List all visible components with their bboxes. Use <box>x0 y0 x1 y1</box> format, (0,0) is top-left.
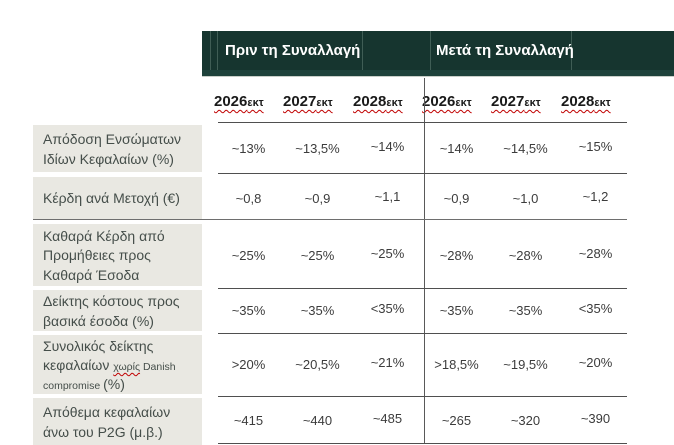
header-separator <box>362 31 363 77</box>
year-header-after-2026: 2026εκτ <box>422 93 472 110</box>
cell: ~320 <box>510 413 541 428</box>
table-header-bar: Πριν τη Συναλλαγή Μετά τη Συναλλαγή <box>202 31 674 77</box>
section-rule <box>33 219 627 220</box>
cell: ~0,8 <box>235 191 262 206</box>
cell: ~28% <box>439 248 474 263</box>
cell: ~14% <box>439 141 474 156</box>
cell: ~25% <box>370 246 405 261</box>
cell: ~485 <box>372 411 403 426</box>
row-rule <box>218 443 627 444</box>
year-header-before-2027: 2027εκτ <box>283 93 333 110</box>
cell: <35% <box>370 301 405 316</box>
cell: ~440 <box>302 413 333 428</box>
cell: ~13,5% <box>295 141 340 156</box>
cell: ~20% <box>578 355 613 370</box>
row-rule <box>218 173 627 174</box>
cell: ~415 <box>233 413 264 428</box>
cell: ~25% <box>300 248 335 263</box>
cell: ~25% <box>231 248 266 263</box>
cell: ~15% <box>578 139 613 154</box>
header-separator <box>430 31 431 77</box>
year-header-before-2028: 2028εκτ <box>353 93 403 110</box>
cell: ~13% <box>231 141 266 156</box>
before-after-divider <box>424 78 425 444</box>
row-label-net-fee-income: Καθαρά Κέρδη από Προμήθειες προς Καθαρά … <box>33 224 202 286</box>
header-bottom-strip <box>202 70 674 77</box>
cell: ~35% <box>508 303 543 318</box>
cell: <35% <box>578 301 613 316</box>
row-label-capital-buffer-p2g: Απόθεμα κεφαλαίων άνω του P2G (μ.β.) <box>33 398 202 445</box>
header-separator <box>210 31 211 77</box>
cell: >18,5% <box>434 357 479 372</box>
header-separator <box>571 31 572 77</box>
cell: >20% <box>231 357 266 372</box>
row-rule <box>218 333 627 334</box>
cell: ~0,9 <box>304 191 331 206</box>
cell: ~390 <box>580 411 611 426</box>
cell: ~14% <box>370 139 405 154</box>
cell: ~1,2 <box>582 189 609 204</box>
cell: ~21% <box>370 355 405 370</box>
row-rule <box>218 396 627 397</box>
row-label-cost-income-ratio: Δείκτης κόστους προς βασικά έσοδα (%) <box>33 290 202 331</box>
after-transaction-header: Μετά τη Συναλλαγή <box>436 42 574 59</box>
cell: ~35% <box>231 303 266 318</box>
cell: ~19,5% <box>503 357 548 372</box>
cell: ~0,9 <box>443 191 470 206</box>
misspelled-word: χωρίς <box>113 360 141 373</box>
cell: ~28% <box>508 248 543 263</box>
cell: ~265 <box>441 413 472 428</box>
cell: ~28% <box>578 246 613 261</box>
year-header-after-2027: 2027εκτ <box>491 93 541 110</box>
cell: ~35% <box>300 303 335 318</box>
row-rule <box>218 288 627 289</box>
before-transaction-header: Πριν τη Συναλλαγή <box>225 42 361 59</box>
row-label-earnings-per-share: Κέρδη ανά Μετοχή (€) <box>33 177 202 219</box>
row-label-total-capital-ratio: Συνολικός δείκτης κεφαλαίων χωρίς Danish… <box>33 335 202 394</box>
cell: ~1,0 <box>512 191 539 206</box>
cell: ~1,1 <box>374 189 401 204</box>
year-header-after-2028: 2028εκτ <box>561 93 611 110</box>
year-header-before-2026: 2026εκτ <box>214 93 264 110</box>
cell: ~20,5% <box>295 357 340 372</box>
cell: ~14,5% <box>503 141 548 156</box>
header-separator <box>217 31 218 77</box>
row-rule <box>218 122 627 123</box>
cell: ~35% <box>439 303 474 318</box>
row-label-return-tangible-equity: Απόδοση Ενσώματων Ιδίων Κεφαλαίων (%) <box>33 125 202 172</box>
